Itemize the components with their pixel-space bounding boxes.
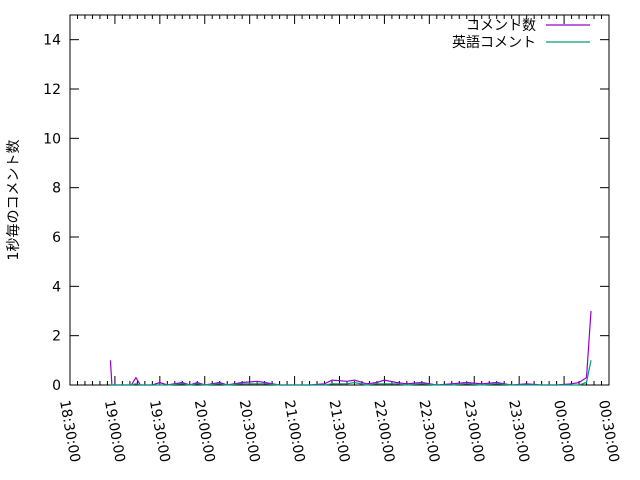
- y-tick-label: 12: [43, 82, 61, 98]
- series-line-0: [109, 310, 592, 386]
- x-tick-label: 21:00:00: [281, 399, 308, 464]
- plot-frame: [69, 14, 610, 386]
- series-line-1: [110, 360, 592, 386]
- y-tick-label: 6: [52, 230, 61, 246]
- legend: コメント数 英語コメント: [452, 18, 590, 51]
- x-tick-label: 00:30:00: [595, 399, 622, 464]
- x-tick-label: 20:30:00: [236, 399, 263, 464]
- x-tick-label: 18:30:00: [56, 399, 83, 464]
- x-tick-label: 21:30:00: [326, 399, 353, 464]
- x-tick-label: 20:00:00: [191, 399, 218, 464]
- y-tick-label: 4: [52, 279, 61, 295]
- y-tick-label: 14: [43, 33, 61, 49]
- x-tick-label: 00:00:00: [550, 399, 577, 464]
- x-tick-label: 19:00:00: [101, 399, 128, 464]
- legend-label-comments: コメント数: [466, 18, 536, 34]
- x-tick-label: 22:00:00: [370, 399, 397, 464]
- x-tick-label: 23:30:00: [505, 399, 532, 464]
- y-axis-label: 1秒毎のコメント数: [6, 140, 22, 261]
- y-tick-label: 10: [43, 131, 61, 147]
- y-tick-label: 2: [52, 329, 61, 345]
- y-tick-label: 0: [52, 378, 61, 394]
- plot-area: 0 2 4 6 8 10 12 14 18:30:00 19:00:00 19:30:00 20:00…: [43, 14, 622, 464]
- y-tick-label: 8: [52, 181, 61, 197]
- legend-label-english: 英語コメント: [452, 34, 536, 51]
- x-tick-label: 19:30:00: [146, 399, 173, 464]
- x-tick-label: 22:30:00: [415, 399, 442, 464]
- x-tick-label: 23:00:00: [460, 399, 487, 464]
